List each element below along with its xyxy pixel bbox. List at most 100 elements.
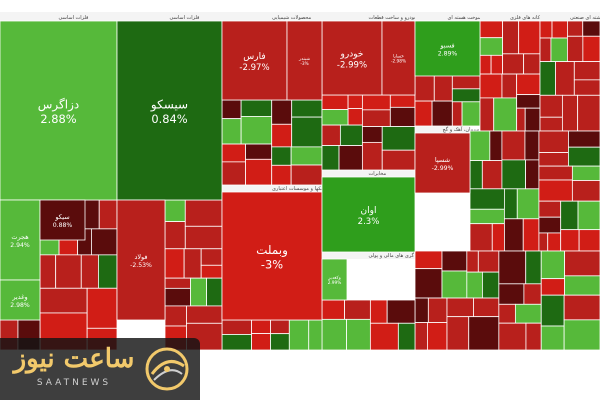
treemap-cell: [184, 225, 223, 250]
treemap-cell: [271, 164, 292, 186]
tile-change: -2.99%: [432, 165, 454, 172]
treemap-cell: [516, 94, 541, 109]
treemap-cell: [469, 160, 483, 190]
treemap-cell: [271, 99, 293, 125]
sector-header: [322, 12, 415, 21]
treemap-cell: [498, 303, 516, 324]
tile-symbol: فسبو: [439, 42, 454, 50]
treemap-cell: [568, 146, 600, 167]
treemap-cell: [321, 145, 340, 171]
treemap-cell: [469, 208, 505, 225]
treemap-cell: [183, 248, 202, 279]
tile-change: 0.84%: [151, 112, 187, 126]
treemap-cell: [538, 200, 562, 218]
treemap-cell: [164, 199, 186, 223]
treemap-cell: [344, 299, 371, 320]
treemap-cell: [190, 277, 207, 307]
treemap-cell: [563, 294, 600, 321]
treemap-cell: [361, 94, 391, 111]
treemap-cell: [164, 287, 191, 307]
treemap-cell: [221, 143, 246, 163]
treemap-cell: [469, 223, 493, 252]
treemap-tile: [116, 20, 223, 201]
treemap-cell: [539, 20, 553, 39]
treemap-cell: [524, 107, 541, 132]
sector-header-label: فلزات اساسی: [170, 15, 201, 21]
clock-swirl-icon: [145, 347, 189, 391]
treemap-cell: [290, 164, 323, 186]
tile-change: -3%: [261, 258, 283, 272]
treemap-cell: [381, 149, 416, 171]
treemap-cell: [414, 297, 429, 323]
treemap-cell: [516, 73, 541, 96]
watermark-title: ساعت نیوز: [13, 344, 135, 374]
treemap-cell: [469, 130, 491, 162]
treemap-cell: [240, 99, 273, 117]
treemap-cell: [80, 254, 99, 289]
treemap-cell: [573, 61, 600, 81]
treemap-cell: [479, 20, 504, 39]
treemap-cell: [389, 94, 416, 108]
treemap-cell: [414, 250, 443, 270]
treemap-tile: [414, 132, 471, 194]
treemap-cell: [221, 99, 242, 120]
treemap-cell: [451, 101, 463, 127]
treemap-cell: [525, 159, 540, 190]
treemap-cell: [427, 322, 448, 351]
treemap-cell: [290, 146, 323, 166]
treemap-tile: [286, 20, 323, 101]
treemap-cell: [338, 145, 363, 171]
treemap-cell: [504, 188, 518, 220]
sector-header-label: واسطه گری های مالی و پولی: [369, 252, 431, 259]
treemap-cell: [564, 250, 600, 277]
treemap-tile: [221, 191, 323, 321]
sector-header-label: شرکتهای چند رشته ای صنعتی: [570, 15, 600, 21]
watermark-logo: ساعت نیوز SAATNEWS: [0, 338, 200, 400]
treemap-cell: [473, 297, 500, 318]
treemap-tile: [321, 258, 348, 301]
sector-header-label: بانکها و موسسات اعتباری: [272, 186, 325, 192]
treemap-cell: [501, 159, 527, 190]
treemap-cell: [164, 305, 187, 327]
treemap-cell: [245, 143, 273, 160]
treemap-cell: [525, 322, 542, 351]
treemap-cell: [567, 35, 584, 63]
treemap-cell: [446, 316, 470, 351]
watermark-subtitle: SAATNEWS: [36, 378, 112, 388]
treemap-tile: [321, 20, 383, 96]
treemap-cell: [446, 297, 474, 318]
treemap-cell: [501, 73, 518, 99]
treemap-cell: [482, 271, 500, 299]
sector-header: [540, 12, 600, 21]
sector-header: [415, 126, 470, 133]
treemap-cell: [308, 319, 323, 351]
treemap-cell: [206, 277, 223, 307]
tile-change: 2.89%: [438, 50, 458, 57]
tile-change: -2.99%: [337, 60, 367, 70]
tile-symbol: هجرت: [11, 233, 29, 241]
treemap-cell: [55, 254, 82, 289]
treemap-cell: [466, 250, 479, 273]
treemap-cell: [469, 188, 505, 210]
treemap-tile: [39, 199, 86, 241]
treemap-cell: [361, 109, 391, 127]
treemap-cell: [547, 232, 562, 252]
treemap-cell: [186, 305, 223, 324]
treemap-cell: [489, 130, 503, 162]
treemap-cell: [251, 319, 271, 335]
treemap-cell: [184, 199, 223, 227]
treemap-cell: [346, 318, 371, 351]
tile-change: 2.94%: [10, 242, 30, 249]
tile-symbol: شبندر: [298, 57, 310, 62]
treemap-cell: [321, 299, 345, 320]
tile-symbol: خودرو: [340, 50, 364, 60]
tile-symbol: سیکو: [54, 213, 69, 221]
treemap-cell: [538, 165, 573, 181]
treemap-cell: [479, 97, 495, 132]
sector-header: [222, 185, 322, 192]
treemap-tile: [414, 20, 481, 77]
treemap-cell: [361, 126, 383, 143]
treemap-cell: [516, 188, 540, 220]
